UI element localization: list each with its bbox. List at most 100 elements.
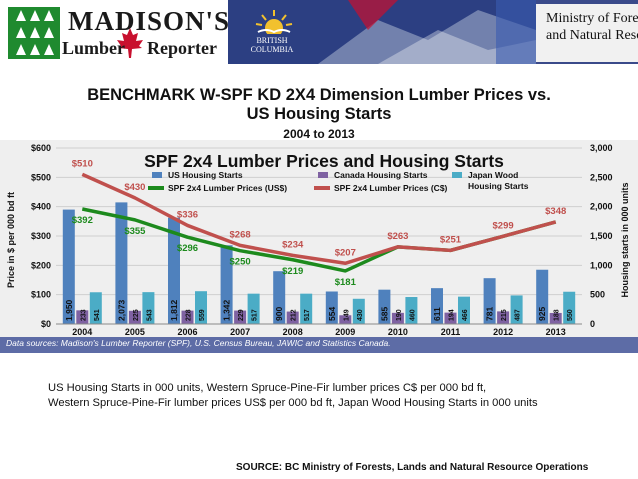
legend-label-continued: Housing Starts <box>468 181 529 191</box>
bar <box>378 289 391 324</box>
y2-tick-label: 0 <box>590 319 595 329</box>
bc-wordmark: BRITISH COLUMBIA <box>250 36 294 54</box>
line-value-label: $299 <box>493 220 514 231</box>
x-tick-label: 2012 <box>493 327 513 337</box>
line-value-label: $392 <box>72 215 93 226</box>
legend-swatch <box>452 172 462 178</box>
x-tick-label: 2013 <box>546 327 566 337</box>
bar <box>352 298 365 324</box>
line-value-label: $207 <box>335 247 356 258</box>
bar <box>510 295 523 324</box>
x-tick-label: 2009 <box>335 327 355 337</box>
line-value-label: $251 <box>440 234 462 245</box>
header-banner: MADISON'S Lumber Reporter BRITISH COLUMBI… <box>0 0 638 64</box>
chart-title: SPF 2x4 Lumber Prices and Housing Starts <box>144 151 504 171</box>
slide-title: BENCHMARK W-SPF KD 2X4 Dimension Lumber … <box>0 86 638 124</box>
bar-value-label: 212 <box>291 309 298 321</box>
bar-value-label: 215 <box>501 309 508 321</box>
bar-value-label: 233 <box>80 309 87 321</box>
bar-value-label: 541 <box>94 309 101 321</box>
y-tick-label: $300 <box>31 231 51 241</box>
bar-value-label: 559 <box>199 309 206 321</box>
bar-value-label: 190 <box>396 309 403 321</box>
slide-title-line-2: US Housing Starts <box>246 105 392 123</box>
bar <box>273 271 286 324</box>
bar-value-label: 225 <box>133 309 140 321</box>
y-tick-label: $400 <box>31 202 51 212</box>
x-tick-label: 2010 <box>388 327 408 337</box>
line-value-label: $296 <box>177 243 198 254</box>
y-axis-left: $0 $100 $200 $300 $400 $500 $600 <box>31 143 51 329</box>
line-value-label: $430 <box>124 182 145 193</box>
bar <box>563 291 576 324</box>
x-tick-label: 2004 <box>72 327 92 337</box>
sun-icon <box>255 10 293 34</box>
bar <box>497 311 510 324</box>
logo-word-lumber: Lumber <box>62 38 125 58</box>
bar <box>391 312 404 324</box>
bar-value-label: 900 <box>274 307 284 321</box>
y-tick-label: $600 <box>31 143 51 153</box>
bar <box>168 217 180 324</box>
maple-leaf-icon <box>117 28 143 58</box>
bar-value-label: 543 <box>146 309 153 321</box>
bar-value-label: 194 <box>449 309 456 321</box>
series-line <box>81 172 557 266</box>
logo-title: MADISON'S <box>68 6 231 36</box>
y2-tick-label: 1,500 <box>590 231 613 241</box>
legend-swatch <box>318 172 328 178</box>
bar-value-label: 149 <box>343 309 350 321</box>
tree-grid-icon <box>8 7 60 59</box>
bar <box>247 293 260 324</box>
bar-value-label: 460 <box>409 309 416 321</box>
bar <box>234 310 247 324</box>
bar <box>220 245 233 324</box>
bar <box>62 209 75 324</box>
source-credit: SOURCE: BC Ministry of Forests, Lands an… <box>236 462 589 473</box>
slide-title-line-1: BENCHMARK W-SPF KD 2X4 Dimension Lumber … <box>87 86 551 104</box>
data-source-text: Data sources: Madison's Lumber Reporter … <box>6 338 391 348</box>
line-value-label: $268 <box>230 229 251 240</box>
bar <box>536 269 549 324</box>
line-value-label: $336 <box>177 209 198 220</box>
line-value-label: $219 <box>282 266 303 277</box>
x-tick-label: 2007 <box>230 327 250 337</box>
bar-value-label: 188 <box>554 309 561 321</box>
units-note-line-2: Western Spruce-Pine-Fir lumber prices US… <box>48 397 538 409</box>
slide-years: 2004 to 2013 <box>283 127 355 141</box>
units-note: US Housing Starts in 000 units, Western … <box>48 381 538 411</box>
bar-value-label: 487 <box>515 309 522 321</box>
x-tick-label: 2005 <box>125 327 145 337</box>
bar <box>195 291 207 324</box>
bar-value-label: 585 <box>379 307 389 321</box>
line-value-label: $355 <box>124 226 146 237</box>
bar-value-label: 430 <box>357 309 364 321</box>
bar-value-label: 2,073 <box>116 299 126 321</box>
y-axis-right: 0 500 1,000 1,500 2,000 2,500 3,000 <box>590 143 613 329</box>
legend-label: SPF 2x4 Lumber Prices (C$) <box>334 183 448 193</box>
bar <box>483 278 496 324</box>
y-tick-label: $100 <box>31 290 51 300</box>
legend-label: SPF 2x4 Lumber Prices (US$) <box>168 183 287 193</box>
bar <box>89 292 102 324</box>
line-value-label: $250 <box>230 257 251 268</box>
bars-layer <box>62 202 576 324</box>
data-source-strip: Data sources: Madison's Lumber Reporter … <box>0 337 638 353</box>
y-tick-label: $500 <box>31 172 51 182</box>
line-value-label: $510 <box>72 158 93 169</box>
y2-tick-label: 3,000 <box>590 143 613 153</box>
y-tick-label: $200 <box>31 260 51 270</box>
bar <box>431 288 443 324</box>
x-tick-label: 2011 <box>441 327 461 337</box>
bar <box>458 296 470 324</box>
bar-value-label: 466 <box>462 309 469 321</box>
ministry-box: Ministry of Forests, Lands and Natural R… <box>536 4 638 62</box>
bar <box>325 291 338 324</box>
y-tick-label: $0 <box>41 319 51 329</box>
bar <box>339 315 352 324</box>
units-note-line-1: US Housing Starts in 000 units, Western … <box>48 382 487 394</box>
bar-value-label: 781 <box>485 307 495 321</box>
x-tick-label: 2006 <box>177 327 197 337</box>
legend: US Housing Starts Canada Housing Starts Ja… <box>148 170 529 193</box>
bar <box>549 312 562 324</box>
